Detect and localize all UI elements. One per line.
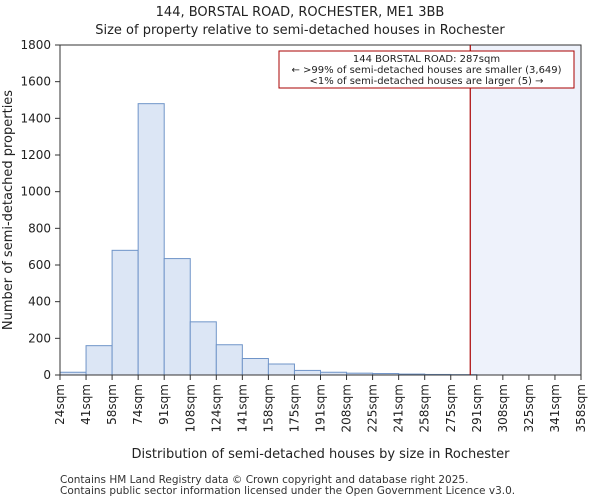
- bar-141sqm: [241, 358, 269, 376]
- annotation-title: 144 BORSTAL ROAD: 287sqm: [353, 54, 500, 65]
- y-tick-label-1800: 1800: [20, 38, 51, 52]
- x-tick-label-41sqm: 41sqm: [79, 384, 93, 425]
- bar-124sqm: [215, 344, 243, 376]
- y-tick-label-1600: 1600: [20, 75, 51, 89]
- bar-91sqm: [163, 258, 191, 376]
- x-tick-label-291sqm: 291sqm: [470, 384, 484, 432]
- y-tick-label-1400: 1400: [20, 111, 51, 125]
- bar-108sqm: [189, 321, 217, 376]
- bar-74sqm: [137, 103, 165, 376]
- bar-158sqm: [267, 363, 295, 376]
- y-tick-label-600: 600: [28, 258, 51, 272]
- chart-subtitle: Size of property relative to semi-detach…: [95, 23, 505, 38]
- y-axis-title: Number of semi-detached properties: [1, 90, 16, 330]
- x-tick-label-325sqm: 325sqm: [522, 384, 536, 432]
- x-tick-label-141sqm: 141sqm: [235, 384, 249, 432]
- bar-58sqm: [111, 249, 139, 376]
- x-tick-label-108sqm: 108sqm: [183, 384, 197, 432]
- larger-region-shade: [470, 45, 581, 375]
- x-tick-label-74sqm: 74sqm: [131, 384, 145, 425]
- x-tick-label-241sqm: 241sqm: [392, 384, 406, 432]
- annotation-smaller: ← >99% of semi-detached houses are small…: [291, 65, 561, 76]
- annotation-box: [278, 50, 575, 89]
- y-tick-label-400: 400: [28, 295, 51, 309]
- footer-line-2: Contains public sector information licen…: [60, 485, 516, 497]
- x-tick-label-225sqm: 225sqm: [366, 384, 380, 432]
- x-tick-label-175sqm: 175sqm: [287, 384, 301, 432]
- x-tick-label-91sqm: 91sqm: [157, 384, 171, 425]
- x-tick-label-58sqm: 58sqm: [105, 384, 119, 425]
- x-tick-label-275sqm: 275sqm: [444, 384, 458, 432]
- y-tick-label-200: 200: [28, 331, 51, 345]
- x-tick-label-208sqm: 208sqm: [340, 384, 354, 432]
- x-tick-label-191sqm: 191sqm: [314, 384, 328, 432]
- chart-title: 144, BORSTAL ROAD, ROCHESTER, ME1 3BB: [155, 5, 445, 20]
- y-tick-label-1000: 1000: [20, 185, 51, 199]
- x-tick-label-308sqm: 308sqm: [496, 384, 510, 432]
- x-tick-label-341sqm: 341sqm: [548, 384, 562, 432]
- y-tick-label-800: 800: [28, 221, 51, 235]
- x-tick-label-24sqm: 24sqm: [53, 384, 67, 425]
- x-tick-label-358sqm: 358sqm: [574, 384, 588, 432]
- annotation-larger: <1% of semi-detached houses are larger (…: [309, 76, 543, 87]
- footer-line-1: Contains HM Land Registry data © Crown c…: [60, 474, 469, 486]
- x-tick-label-158sqm: 158sqm: [261, 384, 275, 432]
- y-tick-label-0: 0: [43, 368, 51, 382]
- bar-41sqm: [85, 345, 113, 376]
- y-tick-label-1200: 1200: [20, 148, 51, 162]
- bar-175sqm: [293, 369, 322, 376]
- x-tick-label-124sqm: 124sqm: [209, 384, 223, 432]
- x-axis-title: Distribution of semi-detached houses by …: [132, 447, 511, 462]
- x-tick-label-258sqm: 258sqm: [418, 384, 432, 432]
